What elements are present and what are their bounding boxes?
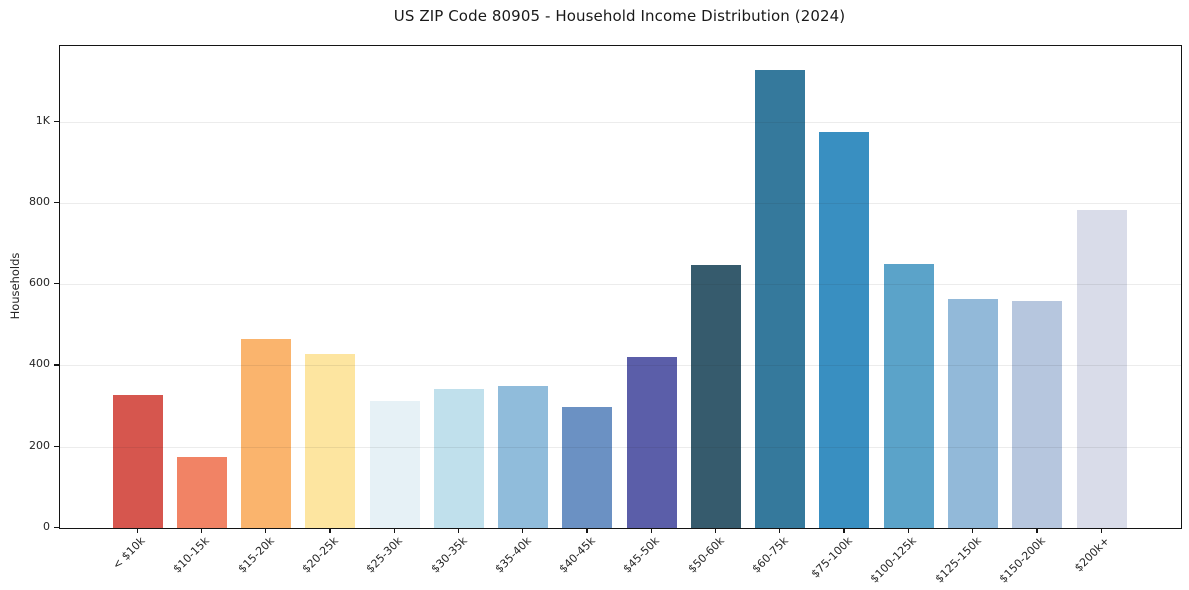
x-tick-label: < $10k [110,534,148,572]
bar-35-40k [498,386,549,528]
y-tick-label: 200 [29,438,50,452]
y-tick-label: 0 [43,520,50,533]
bar-30-35k [433,389,484,528]
y-tick-mark [54,201,59,204]
x-tick-mark [457,528,460,533]
x-tick-label: $100-125k [868,534,920,586]
bar-75-100k [819,132,870,528]
x-tick-mark [650,528,652,533]
x-tick-label: $40-45k [556,534,598,576]
bar-50-60k [690,265,741,528]
bar-25-30k [369,400,420,528]
bar-60-75k [755,69,806,528]
y-tick-label: 1K [35,113,50,127]
x-tick-mark [714,528,717,533]
x-tick-mark [972,528,974,533]
x-tick-label: $200k+ [1072,534,1113,575]
bar-200k [1076,210,1127,528]
x-tick-label: $50-60k [685,534,727,576]
y-tick-mark [54,120,59,122]
x-tick-label: $25-30k [363,534,406,576]
x-tick-label: $30-35k [428,534,470,576]
bar-150-200k [1012,301,1063,528]
bar-15-20k [241,339,292,528]
x-tick-mark [779,528,781,533]
x-tick-mark [1036,528,1038,533]
bar-45-50k [626,356,677,528]
x-tick-mark [265,528,267,533]
x-tick-label: $125-150k [932,534,984,586]
gridline [60,202,1181,204]
x-tick-mark [393,528,395,533]
y-tick-mark [54,445,59,447]
gridline [60,121,1181,123]
x-tick-label: $10-15k [171,534,213,576]
x-tick-label: $75-100k [808,534,855,581]
y-tick-label: 600 [29,276,50,290]
x-tick-label: $150-200k [996,534,1048,586]
x-tick-mark [1100,528,1102,533]
bar-10k [112,394,163,528]
bar-20-25k [305,354,356,528]
x-tick-label: $35-40k [492,534,534,576]
x-tick-label: $60-75k [749,534,791,576]
gridline [60,284,1181,286]
x-tick-mark [907,528,910,533]
y-tick-label: 800 [29,194,50,208]
bar-125-150k [948,298,998,528]
bar-100-125k [883,263,934,528]
y-tick-label: 400 [29,357,50,371]
x-tick-mark [586,528,588,533]
x-tick-mark [329,528,331,533]
chart-title: US ZIP Code 80905 - Household Income Dis… [393,7,846,25]
bar-10-15k [176,457,227,528]
x-tick-mark [200,528,203,533]
x-tick-label: $45-50k [620,534,663,576]
y-tick-mark [54,283,59,285]
bar-40-45k [562,407,613,528]
x-tick-mark [522,528,524,533]
x-tick-mark [843,528,845,533]
plot-area [59,45,1182,529]
y-tick-mark [54,527,59,529]
y-tick-mark [54,364,59,366]
x-tick-label: $20-25k [299,534,341,576]
x-tick-mark [136,528,138,533]
x-tick-label: $15-20k [235,534,277,576]
